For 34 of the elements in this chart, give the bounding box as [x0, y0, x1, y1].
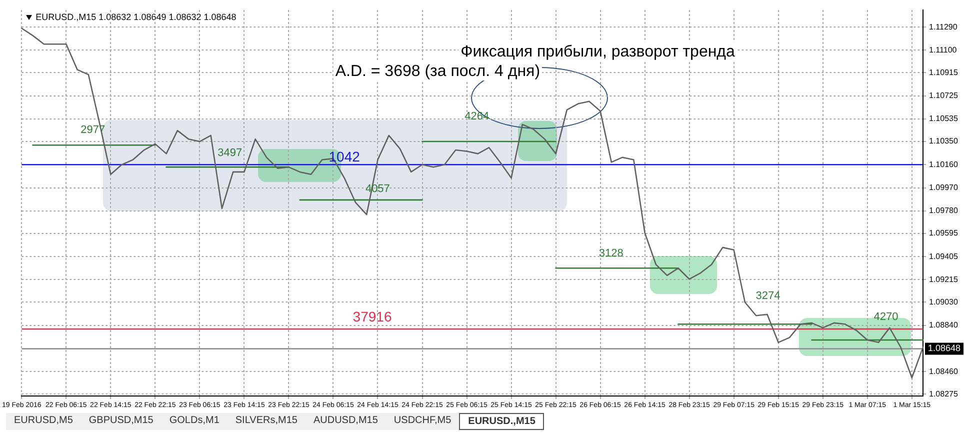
y-tick-label: 1.10725 — [929, 91, 958, 100]
y-tick-label: 1.10915 — [929, 68, 958, 77]
y-tick-label: 1.10160 — [929, 160, 958, 169]
y-tick-label: 1.11100 — [929, 45, 958, 54]
y-tick-label: 1.08840 — [929, 320, 958, 330]
y-tick-label: 1.09780 — [929, 206, 958, 216]
text: EURUSD.,M15 — [459, 413, 544, 430]
text: SILVERs,M15 — [227, 413, 306, 430]
text: AUDUSD,M15 — [305, 413, 386, 430]
y-tick-label: 1.08275 — [929, 389, 958, 398]
text: GOLDs,M1 — [161, 413, 228, 430]
y-tick-label: 1.09215 — [929, 274, 958, 284]
text: GBPUSD,M15 — [80, 413, 162, 430]
annotation: 3128 — [598, 248, 624, 260]
annotation: 3497 — [218, 147, 242, 160]
text: USDCHF,M5 — [386, 413, 460, 430]
annotation: A.D. = 3698 (за посл. 4 дня) — [335, 62, 540, 80]
y-tick-label: 1.11290 — [929, 22, 958, 32]
chart-title: EURUSD.,M15 1.08632 1.08649 1.08632 1.08648 — [36, 12, 236, 22]
annotation: Фиксация прибыли, разворот тренда — [460, 44, 736, 61]
y-tick-label: 1.10535 — [929, 114, 958, 124]
annotation: 3274 — [756, 290, 780, 302]
y-tick-label: 1.09405 — [929, 252, 958, 261]
y-tick-label: 1.10350 — [929, 136, 958, 146]
annotation: 4270 — [874, 311, 898, 324]
ref-line-label: 1.08648 — [928, 343, 961, 354]
annotation: 4264 — [464, 110, 490, 122]
y-tick-label: 1.08460 — [929, 366, 958, 376]
y-tick-label: 1.09970 — [929, 182, 958, 192]
annotation: 37916 — [352, 308, 392, 324]
y-tick-label: 1.09030 — [929, 297, 958, 306]
y-tick-label: 1.09595 — [929, 228, 958, 238]
annotation: 1042 — [328, 148, 360, 164]
text: EURUSD,M5 — [6, 413, 81, 430]
